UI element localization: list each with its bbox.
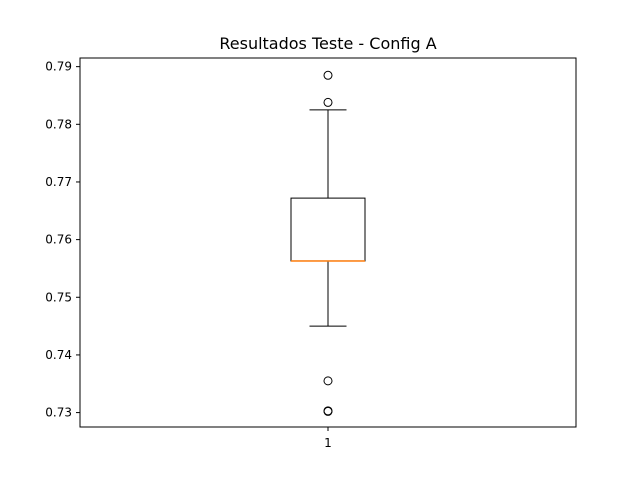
y-tick-label: 0.74 <box>45 348 72 362</box>
outlier-point <box>323 97 333 107</box>
x-tick-label: 1 <box>324 436 332 450</box>
plot-area: 0.73 0.74 0.75 0.76 0.77 0.78 0.79 1 <box>45 57 577 450</box>
y-tick-label: 0.73 <box>45 406 72 420</box>
outlier-point <box>323 376 333 386</box>
box-iqr <box>290 197 366 262</box>
outlier-point <box>323 406 333 416</box>
y-tick-label: 0.79 <box>45 60 72 74</box>
y-tick-label: 0.75 <box>45 290 72 304</box>
chart-title: Resultados Teste - Config A <box>219 34 436 53</box>
outlier-point <box>323 70 333 80</box>
y-tick-label: 0.78 <box>45 117 72 131</box>
y-tick-label: 0.76 <box>45 233 72 247</box>
y-tick-label: 0.77 <box>45 175 72 189</box>
